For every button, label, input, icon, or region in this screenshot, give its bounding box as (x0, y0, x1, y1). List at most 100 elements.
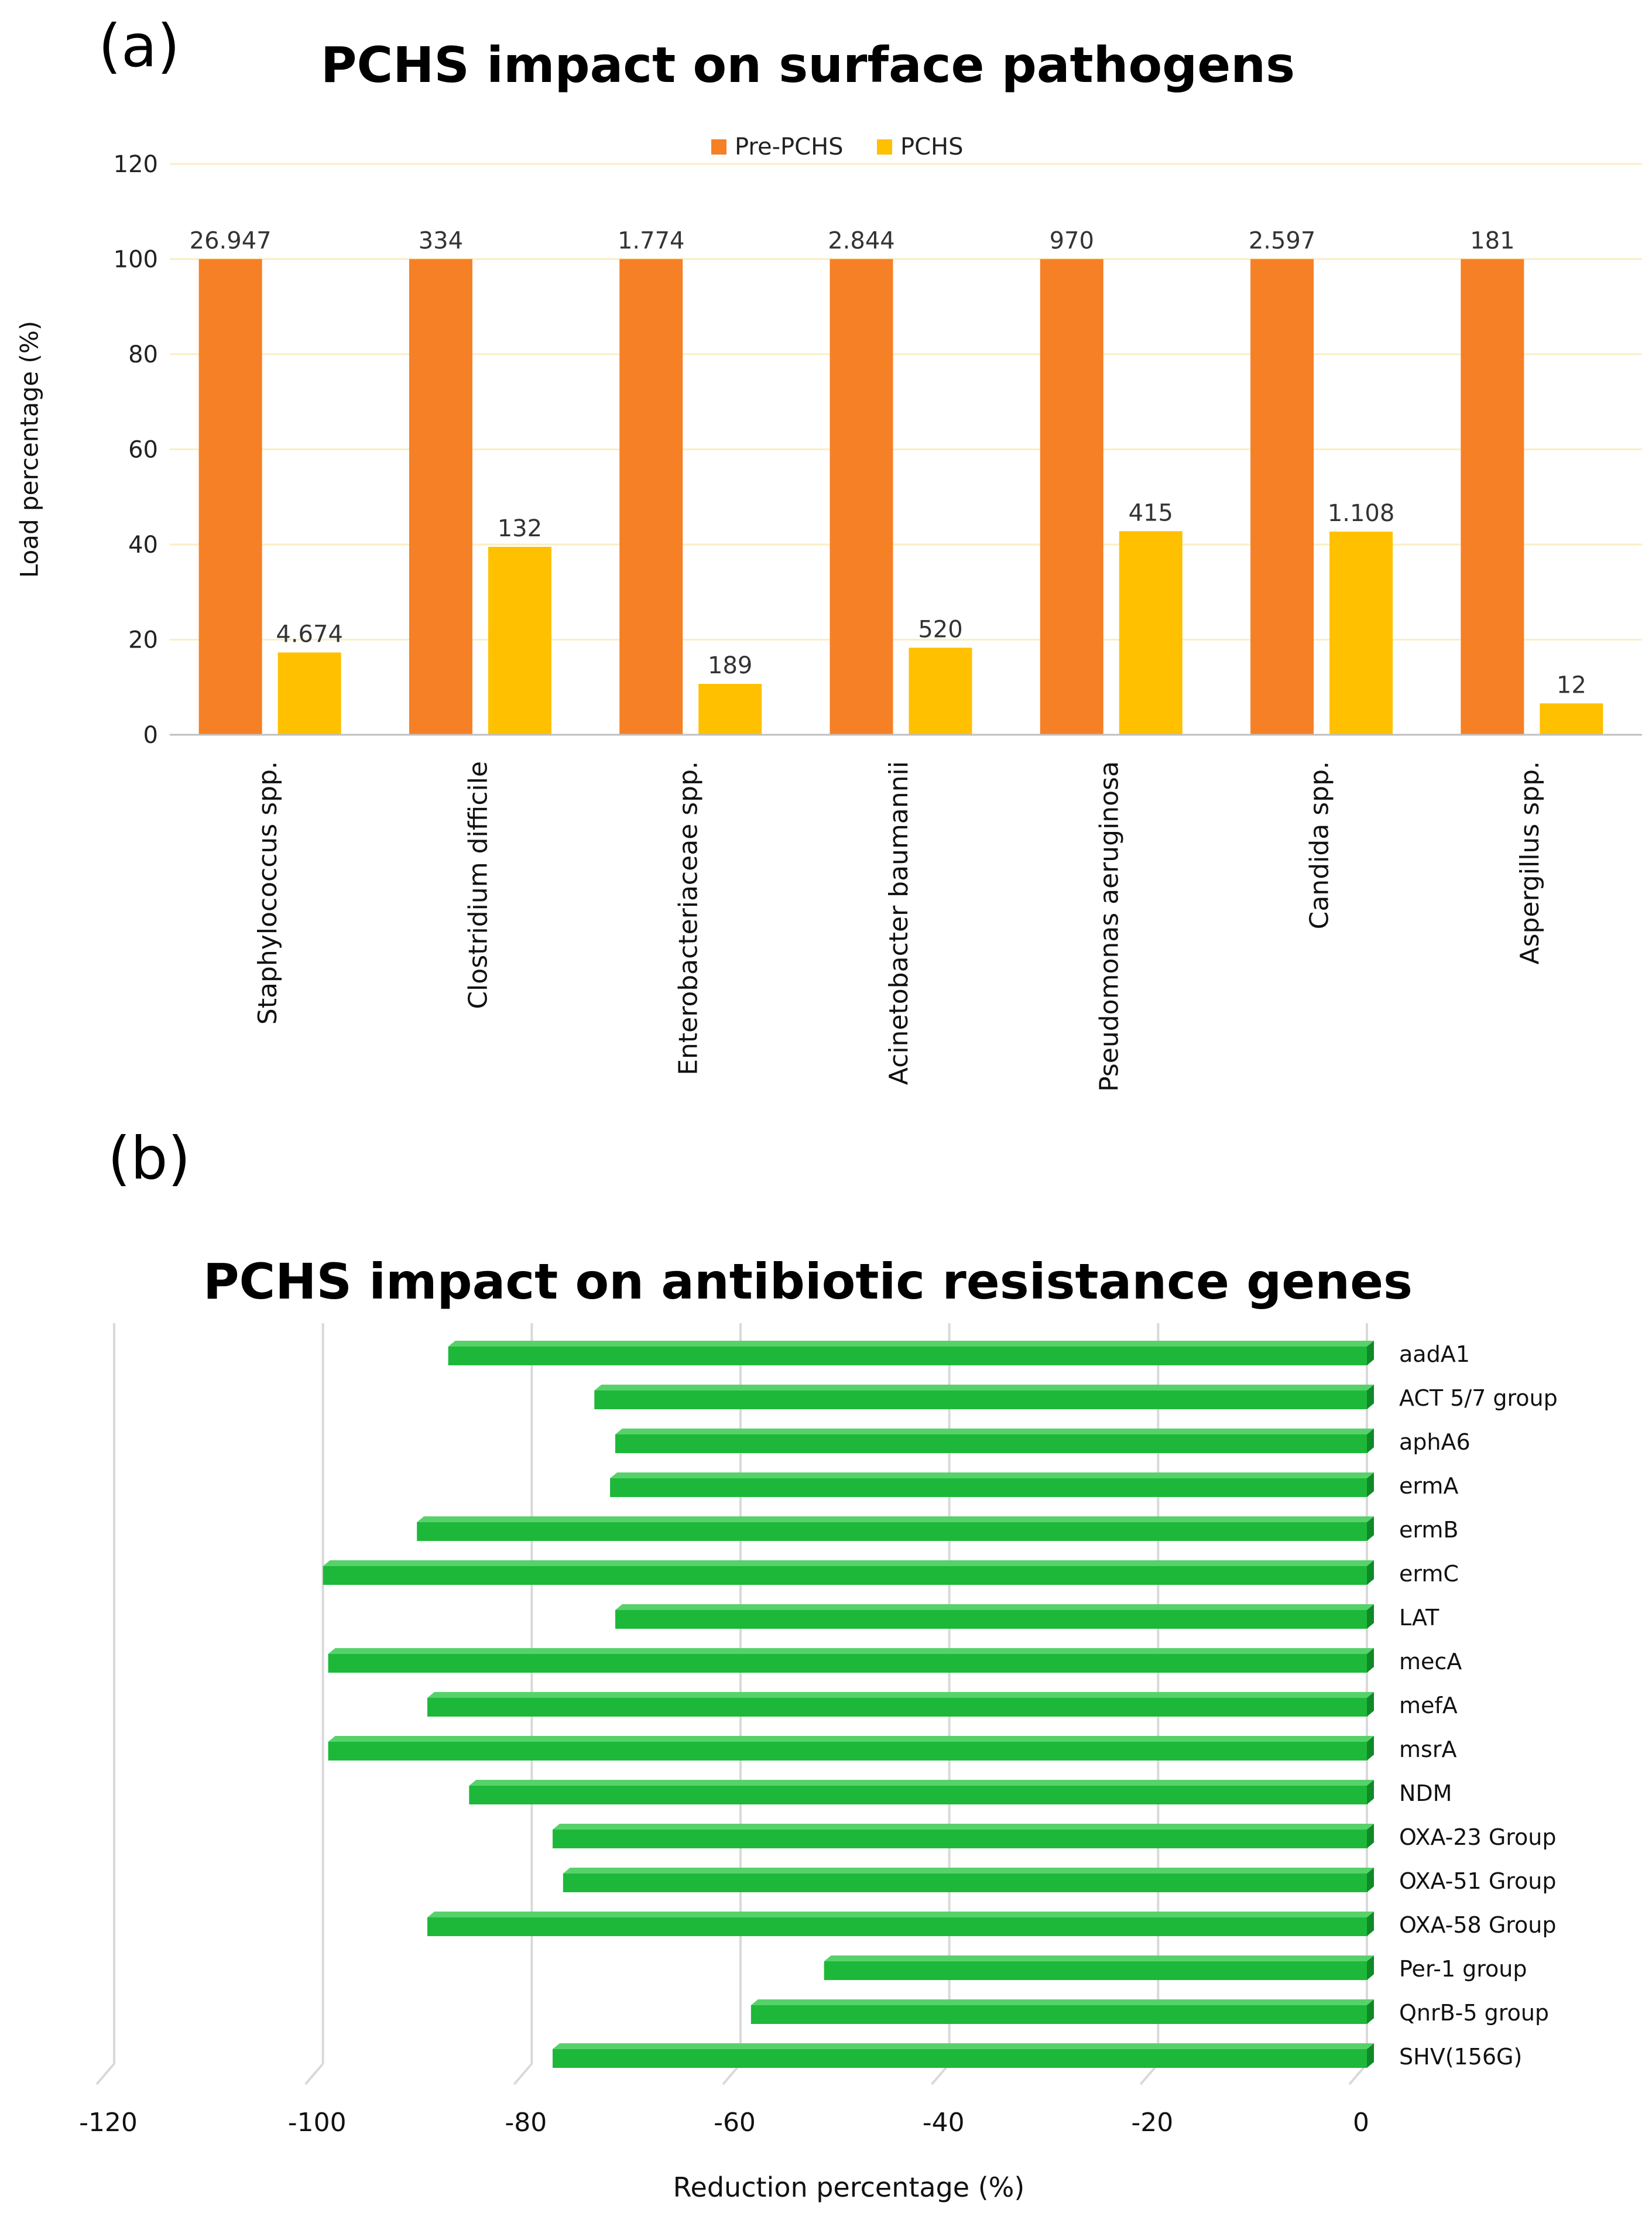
bar-pre-pchs (198, 259, 262, 735)
y-tick-label: msrA (1399, 1737, 1456, 1762)
y-tick-label: ACT 5/7 group (1399, 1385, 1558, 1411)
x-tick-label: -120 (79, 2108, 138, 2138)
x-tick-label: Pseudomonas aeruginosa (1094, 761, 1124, 1092)
bar-top (427, 1692, 1374, 1698)
bar-top (615, 1429, 1374, 1434)
bar (615, 1429, 1374, 1453)
data-label: 415 (1129, 499, 1173, 526)
bar (323, 1560, 1374, 1585)
data-label: 1.774 (618, 228, 685, 255)
bar-front (328, 1654, 1367, 1673)
data-label: 181 (1470, 228, 1514, 255)
bar-top (323, 1560, 1374, 1566)
panel-b-label: (b) (108, 1124, 191, 1193)
bar (417, 1516, 1374, 1541)
y-tick-label: SHV(156G) (1399, 2044, 1522, 2070)
bar-pchs (277, 652, 341, 735)
y-tick-label: ermC (1399, 1561, 1459, 1587)
bar (427, 1912, 1374, 1936)
chart-a-title: PCHS impact on surface pathogens (320, 36, 1295, 94)
y-tick-label: aadA1 (1399, 1341, 1470, 1367)
bar-top (553, 1824, 1374, 1830)
bar (594, 1385, 1375, 1409)
bar-front (328, 1742, 1367, 1761)
bar-top (553, 2043, 1374, 2049)
y-tick-label: 40 (128, 532, 158, 559)
bar-pre-pchs (830, 259, 893, 735)
bar-front (615, 1610, 1367, 1629)
bar-front (553, 2049, 1367, 2068)
bar-top (417, 1516, 1374, 1522)
bar-pre-pchs (619, 259, 683, 735)
bar-front (323, 1566, 1367, 1585)
bar-top (750, 1999, 1374, 2005)
bar (553, 2043, 1374, 2068)
y-tick-label: 0 (143, 722, 158, 749)
bar-pchs (488, 547, 551, 735)
bar-front (448, 1347, 1367, 1365)
y-tick-label: 80 (128, 341, 158, 368)
bar-side (1367, 1692, 1374, 1717)
bar-pchs (1329, 532, 1393, 735)
bar (448, 1341, 1374, 1365)
bar-top (563, 1868, 1375, 1874)
y-tick-label: NDM (1399, 1780, 1452, 1806)
bar-front (553, 1830, 1367, 1848)
bar-pchs (1119, 531, 1183, 735)
bar-top (469, 1780, 1375, 1786)
y-tick-label: 60 (128, 437, 158, 464)
bar-top (328, 1736, 1375, 1742)
data-label: 132 (498, 515, 542, 542)
x-tick-label: -80 (505, 2108, 547, 2138)
x-tick-label: Aspergillus spp. (1515, 761, 1545, 965)
x-tick-label: Staphylococcus spp. (253, 761, 283, 1025)
bar (615, 1604, 1374, 1629)
y-tick-label: mefA (1399, 1693, 1458, 1718)
bar-front (610, 1478, 1367, 1497)
legend-swatch-pchs (877, 139, 892, 155)
bar-pre-pchs (1461, 259, 1524, 735)
panel-a-label: (a) (98, 12, 180, 80)
legend-label: Pre-PCHS (735, 133, 844, 160)
bar (427, 1692, 1374, 1717)
y-tick-label: 100 (114, 246, 158, 273)
bar-side (1367, 1912, 1374, 1936)
y-tick-label: 20 (128, 627, 158, 654)
y-tick-label: 120 (114, 151, 158, 178)
legend-label: PCHS (900, 133, 964, 160)
legend-swatch-pre-pchs (711, 139, 726, 155)
data-label: 26.947 (190, 228, 272, 255)
bar-top (615, 1604, 1374, 1610)
bar-side (1367, 1999, 1374, 2024)
bar-side (1367, 1429, 1374, 1453)
data-label: 12 (1557, 672, 1586, 698)
y-tick-label: OXA-23 Group (1399, 1824, 1557, 1850)
bar-top (610, 1472, 1374, 1478)
y-tick-label: Per-1 group (1399, 1956, 1527, 1982)
bar-top (594, 1385, 1375, 1390)
gridline-floor (95, 2063, 115, 2085)
bar-pchs (1540, 703, 1603, 735)
bar-front (615, 1434, 1367, 1453)
bar (553, 1824, 1374, 1848)
bar-side (1367, 1472, 1374, 1497)
data-label: 2.844 (828, 228, 895, 255)
bar-front (417, 1522, 1367, 1541)
bar-side (1367, 1341, 1374, 1365)
bar-top (448, 1341, 1374, 1347)
data-label: 4.674 (276, 621, 343, 648)
chart-a: 0 20 40 60 80 100 120 26.947 4.674 Staphylococcus… (15, 133, 1642, 1092)
x-tick-label: Acinetobacter baumannii (884, 761, 914, 1085)
data-label: 1.108 (1328, 500, 1395, 527)
x-axis-label: Reduction percentage (%) (673, 2172, 1025, 2203)
bar-side (1367, 1955, 1374, 1980)
bar (328, 1736, 1375, 1761)
y-tick-label: aphA6 (1399, 1429, 1471, 1455)
bar-pre-pchs (1250, 259, 1314, 735)
bar-side (1367, 1648, 1374, 1673)
bar (750, 1999, 1374, 2024)
bar-side (1367, 1560, 1374, 1585)
bar (824, 1955, 1374, 1980)
bar-front (594, 1390, 1367, 1409)
bar-side (1367, 1604, 1374, 1629)
